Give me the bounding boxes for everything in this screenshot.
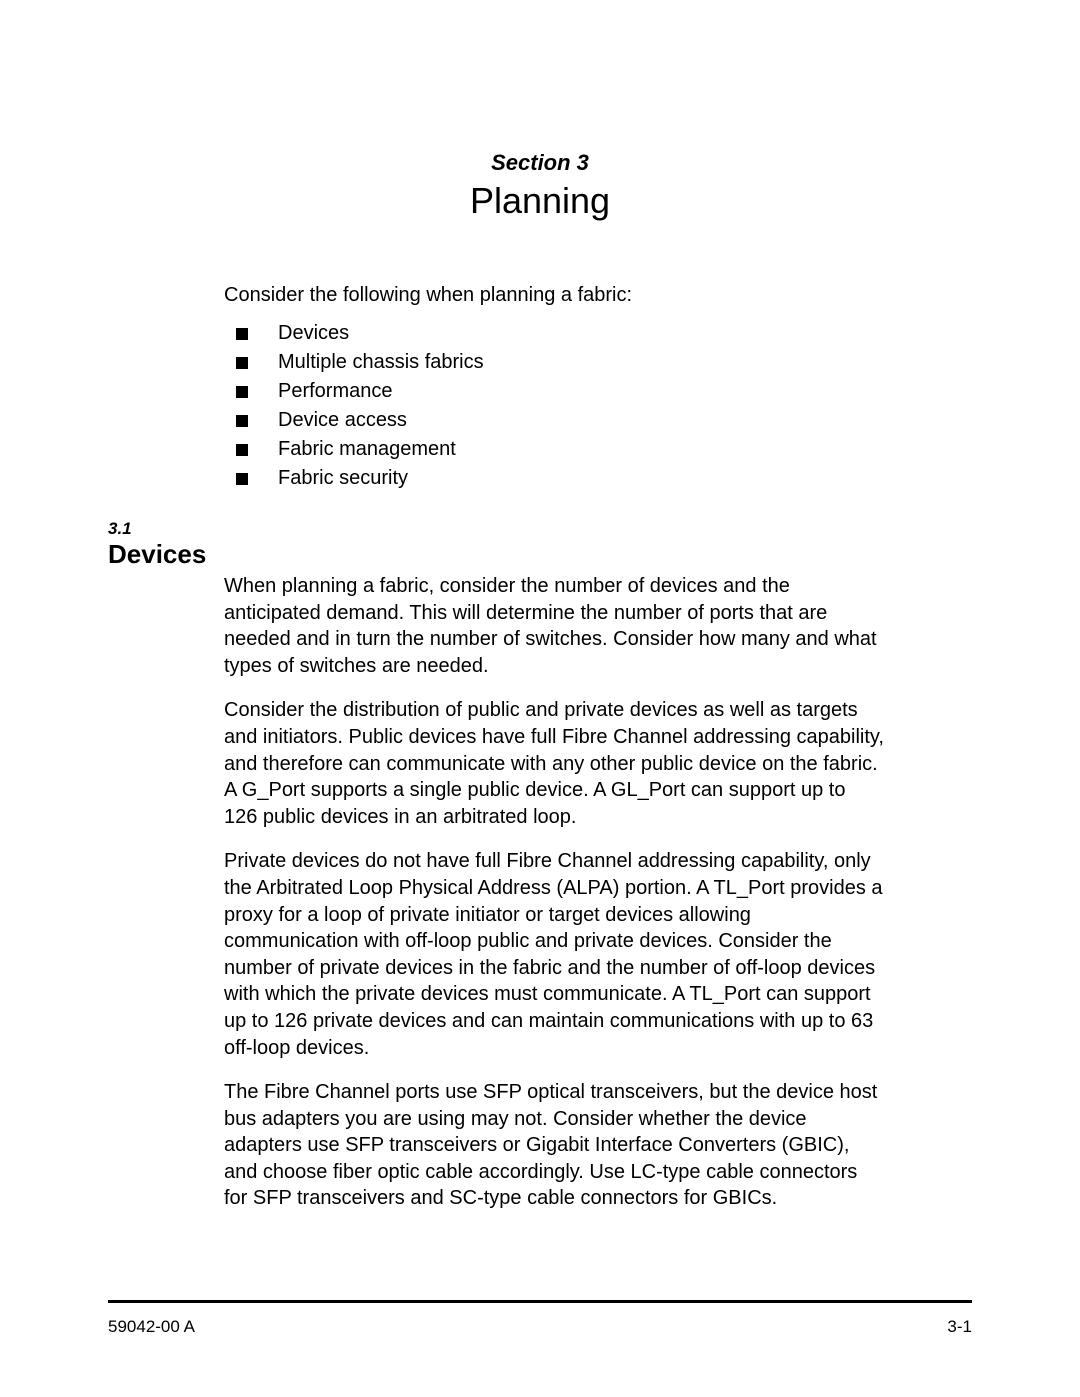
list-item-label: Devices [278,319,349,348]
square-bullet-icon [236,328,248,340]
list-item: Fabric management [224,435,874,464]
document-page: Section 3 Planning Consider the followin… [0,0,1080,1397]
list-item: Devices [224,319,874,348]
list-item-label: Fabric management [278,435,456,464]
section-header: 3.1 Devices [108,519,972,567]
footer-right: 3-1 [947,1317,972,1337]
section-label: Section 3 [108,150,972,176]
body-paragraph: When planning a fabric, consider the num… [224,573,884,679]
footer-left: 59042-00 A [108,1317,195,1337]
body-paragraph: Consider the distribution of public and … [224,697,884,830]
list-item: Fabric security [224,464,874,493]
list-item: Device access [224,406,874,435]
page-footer: 59042-00 A 3-1 [108,1317,972,1337]
body-paragraph: Private devices do not have full Fibre C… [224,848,884,1061]
intro-block: Consider the following when planning a f… [224,282,874,493]
list-item-label: Device access [278,406,407,435]
chapter-title: Planning [108,180,972,222]
list-item: Multiple chassis fabrics [224,348,874,377]
square-bullet-icon [236,415,248,427]
list-item: Performance [224,377,874,406]
section-number: 3.1 [108,519,132,539]
bullet-list: Devices Multiple chassis fabrics Perform… [224,319,874,493]
section-heading: Devices [108,539,206,570]
square-bullet-icon [236,473,248,485]
body-paragraph: The Fibre Channel ports use SFP optical … [224,1079,884,1212]
list-item-label: Performance [278,377,393,406]
square-bullet-icon [236,357,248,369]
intro-text: Consider the following when planning a f… [224,282,874,309]
list-item-label: Fabric security [278,464,408,493]
list-item-label: Multiple chassis fabrics [278,348,484,377]
square-bullet-icon [236,386,248,398]
footer-divider [108,1300,972,1303]
square-bullet-icon [236,444,248,456]
